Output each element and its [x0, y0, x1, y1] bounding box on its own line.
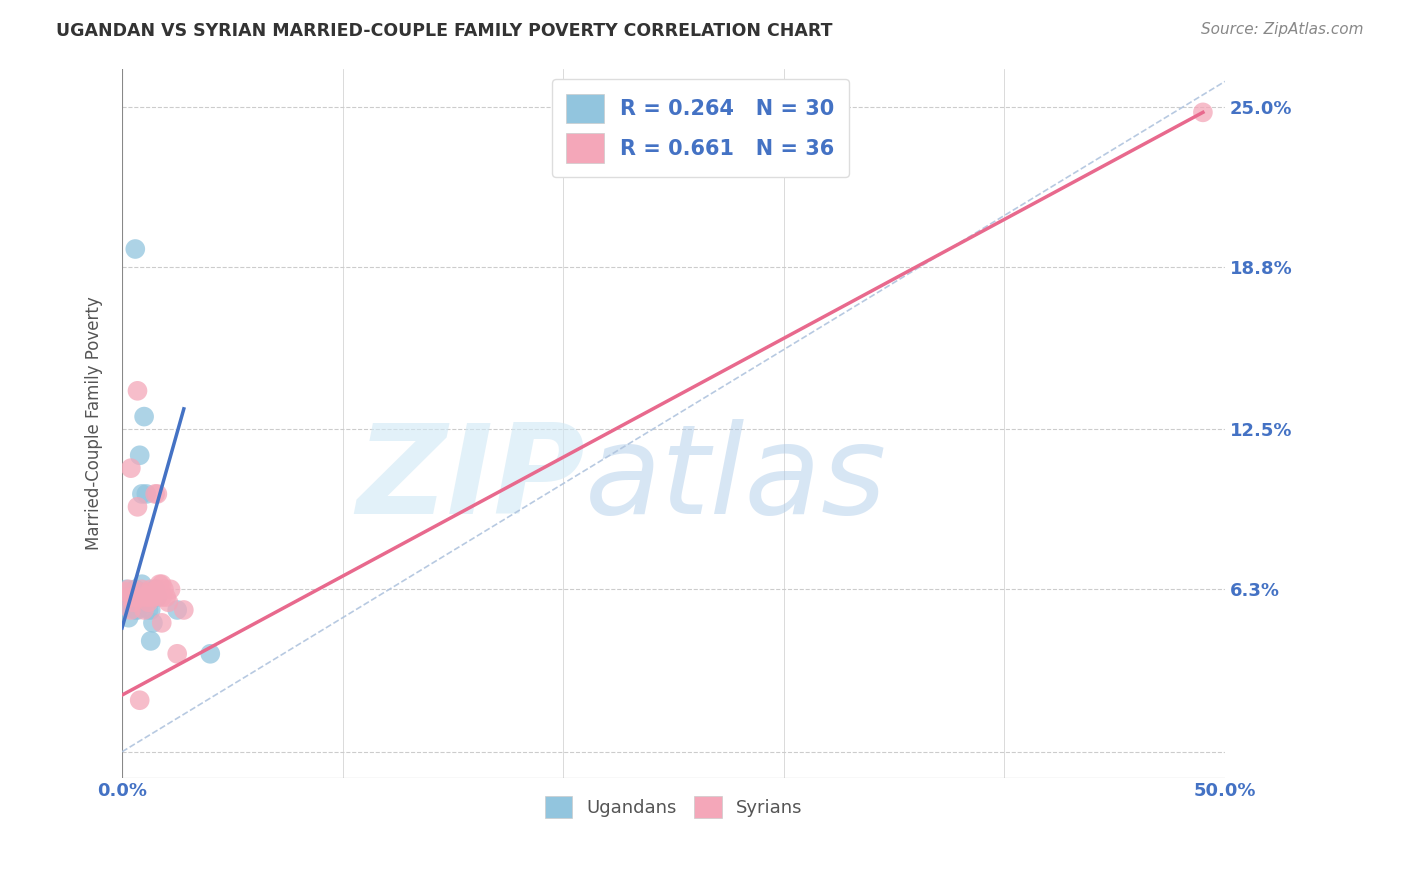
Point	[131, 582, 153, 597]
Point	[138, 603, 160, 617]
Point	[127, 384, 149, 398]
Point	[122, 595, 145, 609]
Point	[142, 615, 165, 630]
Point	[112, 590, 135, 604]
Point	[120, 461, 142, 475]
Point	[142, 590, 165, 604]
Point	[150, 615, 173, 630]
Y-axis label: Married-Couple Family Poverty: Married-Couple Family Poverty	[86, 296, 103, 549]
Point	[138, 590, 160, 604]
Point	[143, 487, 166, 501]
Point	[143, 582, 166, 597]
Point	[150, 577, 173, 591]
Point	[120, 603, 142, 617]
Point	[127, 603, 149, 617]
Point	[138, 595, 160, 609]
Point	[124, 590, 146, 604]
Point	[150, 590, 173, 604]
Point	[131, 487, 153, 501]
Point	[128, 448, 150, 462]
Point	[120, 595, 142, 609]
Legend: Ugandans, Syrians: Ugandans, Syrians	[537, 789, 810, 825]
Text: Source: ZipAtlas.com: Source: ZipAtlas.com	[1201, 22, 1364, 37]
Point	[153, 582, 176, 597]
Point	[135, 590, 157, 604]
Point	[139, 585, 162, 599]
Point	[135, 487, 157, 501]
Point	[128, 585, 150, 599]
Point	[200, 647, 222, 661]
Point	[148, 577, 170, 591]
Point	[115, 582, 138, 597]
Text: ZIP: ZIP	[357, 419, 585, 541]
Point	[128, 585, 150, 599]
Point	[173, 603, 195, 617]
Point	[124, 582, 146, 597]
Point	[146, 590, 169, 604]
Point	[115, 600, 138, 615]
Point	[135, 590, 157, 604]
Point	[139, 634, 162, 648]
Point	[146, 582, 169, 597]
Point	[127, 500, 149, 514]
Point	[115, 585, 138, 599]
Point	[142, 590, 165, 604]
Point	[159, 582, 181, 597]
Point	[139, 582, 162, 597]
Point	[157, 595, 180, 609]
Point	[122, 590, 145, 604]
Point	[138, 590, 160, 604]
Point	[124, 603, 146, 617]
Point	[131, 590, 153, 604]
Point	[155, 590, 177, 604]
Point	[122, 590, 145, 604]
Point	[118, 590, 141, 604]
Point	[118, 582, 141, 597]
Point	[131, 577, 153, 591]
Point	[1192, 105, 1215, 120]
Point	[118, 600, 141, 615]
Point	[146, 487, 169, 501]
Text: UGANDAN VS SYRIAN MARRIED-COUPLE FAMILY POVERTY CORRELATION CHART: UGANDAN VS SYRIAN MARRIED-COUPLE FAMILY …	[56, 22, 832, 40]
Point	[128, 693, 150, 707]
Text: atlas: atlas	[585, 419, 887, 541]
Point	[120, 590, 142, 604]
Point	[166, 647, 188, 661]
Point	[139, 603, 162, 617]
Point	[118, 610, 141, 624]
Point	[132, 409, 155, 424]
Point	[127, 590, 149, 604]
Point	[166, 603, 188, 617]
Point	[124, 242, 146, 256]
Point	[132, 595, 155, 609]
Point	[132, 603, 155, 617]
